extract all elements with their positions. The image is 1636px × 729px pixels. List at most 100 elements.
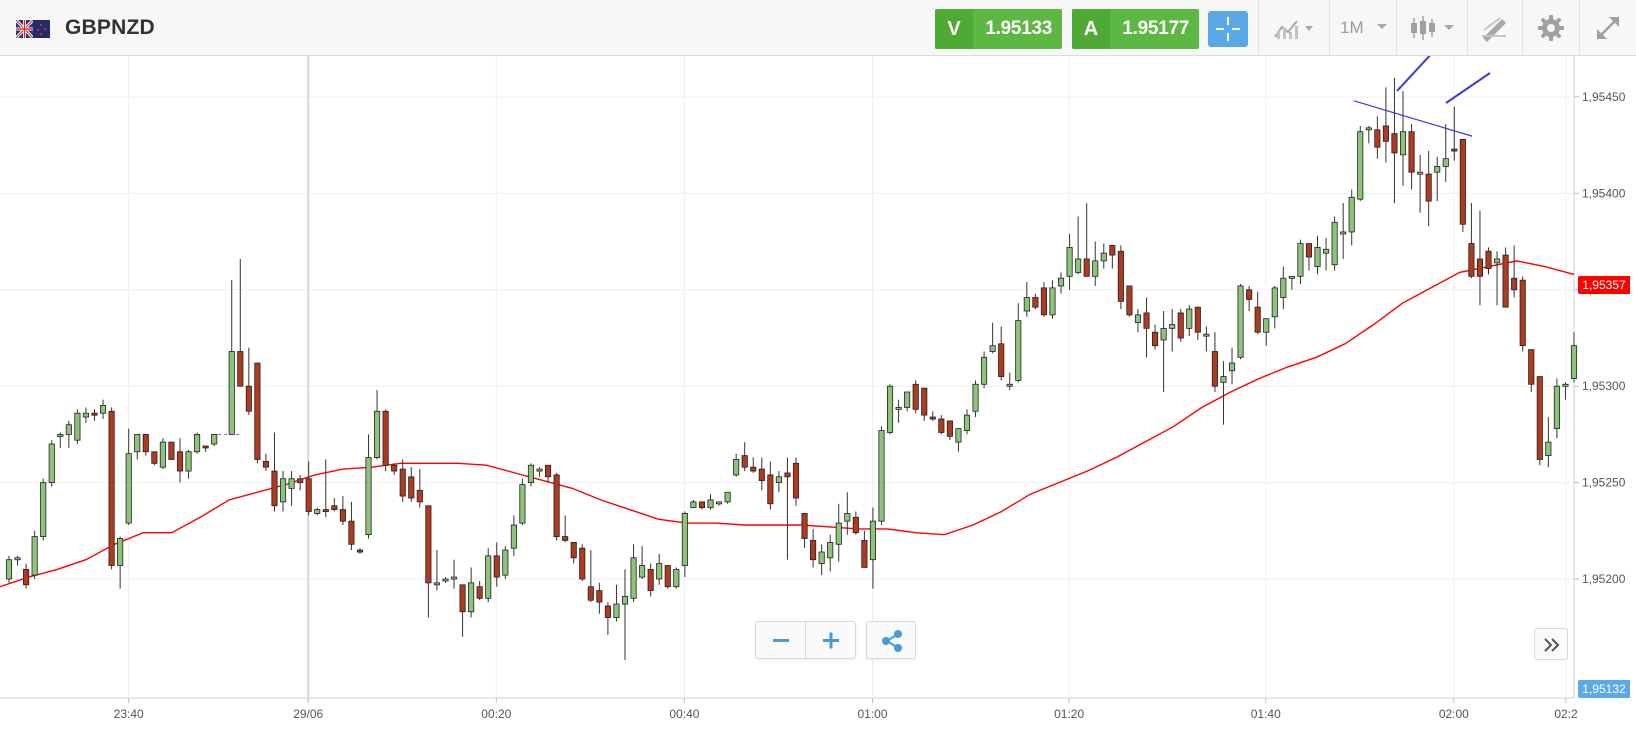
candle: [630, 544, 637, 603]
candle-body: [468, 582, 475, 613]
candle-body: [194, 433, 201, 453]
candle: [1331, 216, 1338, 271]
timeframe-dropdown[interactable]: [1330, 0, 1395, 56]
instrument-symbol: GBPNZD: [65, 16, 155, 39]
candle: [690, 499, 697, 509]
candle-body: [775, 476, 782, 484]
candle: [664, 565, 671, 589]
toolbar-divider: [1522, 0, 1523, 56]
candle-body: [1451, 148, 1458, 152]
candle: [604, 602, 611, 635]
candle: [117, 536, 124, 589]
candle-body: [459, 584, 466, 613]
candle-body: [1314, 246, 1321, 268]
candle-body: [65, 424, 72, 435]
candle-body: [40, 482, 47, 537]
candle-body: [1331, 221, 1338, 266]
candle: [1237, 284, 1244, 360]
trendline: [1353, 100, 1473, 137]
crosshair-button[interactable]: [1208, 11, 1248, 47]
candle: [1177, 309, 1184, 342]
candle: [1100, 243, 1107, 269]
candle-body: [818, 551, 825, 564]
candle-body: [904, 391, 911, 408]
candle-body: [48, 443, 55, 484]
candle: [408, 467, 415, 502]
toolbar-divider: [1258, 0, 1259, 56]
candle-body: [1049, 287, 1056, 316]
candle-body: [852, 516, 859, 534]
candle: [1203, 326, 1210, 352]
candle: [1126, 285, 1133, 317]
candle: [1374, 116, 1381, 159]
candle-body: [271, 470, 278, 507]
candle-body: [1211, 351, 1218, 387]
candle: [450, 559, 458, 589]
candle-body: [339, 509, 346, 522]
candle: [878, 426, 885, 526]
candle-body: [664, 565, 671, 588]
sell-quote-button[interactable]: V 1.95133: [935, 9, 1062, 49]
candle: [185, 449, 192, 479]
candle: [82, 407, 89, 423]
share-button[interactable]: [866, 621, 916, 659]
candle-body: [288, 478, 295, 489]
candle-body: [844, 513, 851, 522]
candle: [365, 434, 372, 539]
chart-type-dropdown[interactable]: [1397, 0, 1467, 56]
candle-body: [365, 457, 372, 536]
candle-body: [801, 513, 808, 539]
crosshair-icon: [1216, 17, 1240, 41]
minus-icon: [773, 639, 789, 642]
candle-body: [639, 565, 646, 578]
toolbar-divider: [1579, 0, 1580, 56]
candle-body: [963, 414, 971, 431]
share-icon: [882, 630, 902, 652]
candle-body: [810, 540, 817, 561]
double-chevron-right-icon: [1544, 638, 1560, 652]
candle: [869, 507, 876, 589]
candle: [904, 391, 911, 412]
candle-body: [716, 501, 723, 505]
candle: [1117, 245, 1124, 310]
candle: [553, 472, 560, 541]
scroll-to-latest-button[interactable]: [1534, 628, 1568, 660]
candle: [57, 432, 64, 448]
candle: [1519, 276, 1526, 352]
candle-body: [579, 547, 586, 580]
zoom-out-button[interactable]: [756, 622, 806, 658]
candle: [1023, 282, 1030, 317]
candle: [228, 280, 235, 435]
candle-body: [570, 541, 577, 559]
candle-body: [1494, 258, 1501, 264]
price-tick-label: 1,95200: [1582, 572, 1626, 586]
indicators-button[interactable]: [1259, 0, 1329, 56]
settings-button[interactable]: [1523, 0, 1579, 56]
zoom-in-button[interactable]: [806, 622, 856, 658]
candle-body: [1100, 252, 1107, 262]
candle: [1040, 282, 1047, 317]
candle: [1314, 235, 1321, 275]
candle: [998, 326, 1005, 381]
buy-quote-button[interactable]: A 1.95177: [1072, 9, 1199, 49]
candle-body: [262, 460, 269, 468]
candle: [1143, 297, 1150, 358]
candle: [433, 550, 440, 591]
candle: [1485, 247, 1492, 275]
candle: [339, 496, 346, 526]
candle: [733, 453, 740, 477]
candle: [963, 409, 971, 435]
candle: [1083, 203, 1090, 277]
candle: [647, 563, 654, 597]
candle-body: [1374, 129, 1381, 148]
candle: [519, 478, 526, 526]
candle: [895, 399, 902, 423]
candle-body: [1246, 289, 1253, 300]
gb-nz-flag-icon: [16, 20, 50, 38]
candle-body: [314, 509, 321, 514]
candle: [1570, 332, 1578, 383]
fullscreen-button[interactable]: [1580, 0, 1636, 56]
candle-body: [237, 351, 244, 387]
drawing-tools-button[interactable]: [1468, 0, 1522, 56]
chart-grid: [0, 56, 1575, 699]
